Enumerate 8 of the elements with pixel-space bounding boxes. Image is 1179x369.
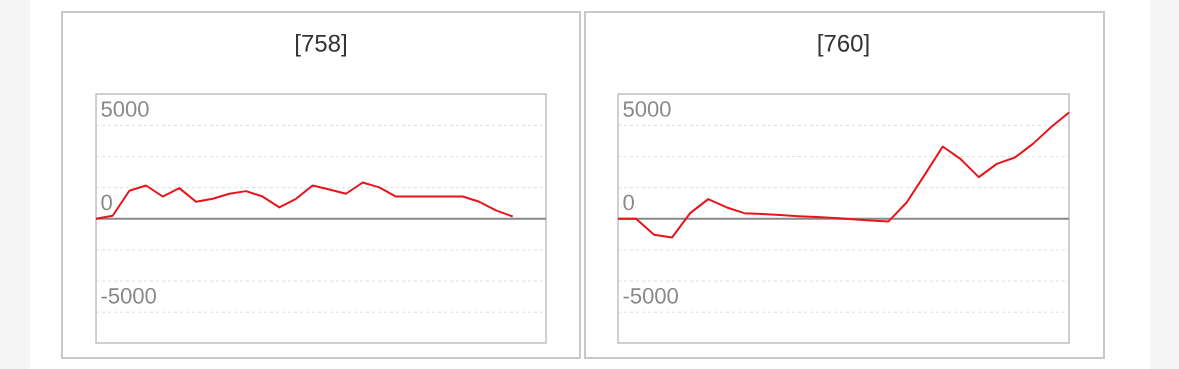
y-tick-label: 5000 bbox=[101, 101, 149, 117]
y-tick-label: -5000 bbox=[623, 288, 678, 304]
chart-title: [758] bbox=[296, 34, 346, 57]
y-tick-label: 0 bbox=[101, 194, 112, 211]
y-tick-label: 5000 bbox=[623, 101, 671, 117]
chart-title: [760] bbox=[818, 34, 869, 57]
y-tick-label: 0 bbox=[623, 194, 634, 211]
y-tick-label: -5000 bbox=[101, 288, 156, 304]
